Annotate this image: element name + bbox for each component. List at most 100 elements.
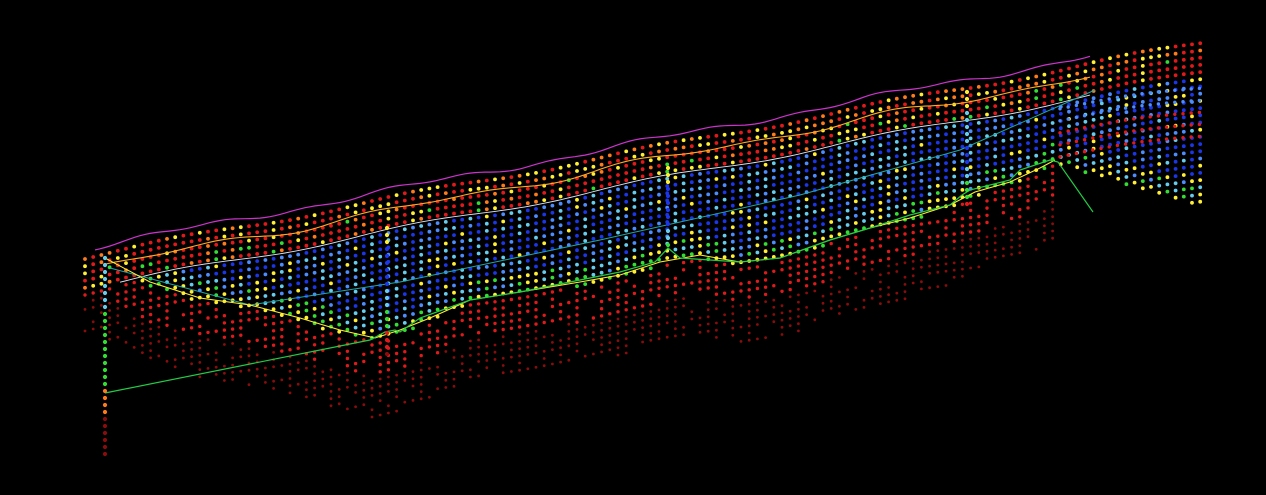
- sample-point: [476, 309, 481, 313]
- sample-point: [747, 266, 751, 270]
- sample-point: [206, 330, 210, 335]
- sample-point: [747, 237, 752, 242]
- sample-point: [993, 118, 998, 123]
- sample-point: [165, 244, 169, 249]
- sample-point: [730, 225, 735, 230]
- sample-point: [919, 128, 924, 133]
- sample-point: [976, 85, 981, 89]
- borehole-1-sample: [102, 297, 108, 303]
- sample-point: [870, 159, 875, 164]
- sample-point: [394, 258, 399, 262]
- sample-point: [345, 313, 350, 318]
- sample-point: [976, 92, 981, 96]
- sample-point: [444, 371, 448, 375]
- sample-point: [1018, 237, 1022, 240]
- sample-point: [756, 323, 759, 326]
- sample-point: [674, 334, 677, 338]
- sample-point: [271, 242, 276, 247]
- sample-point: [361, 215, 366, 220]
- sample-point: [616, 209, 620, 213]
- sample-point: [1050, 149, 1055, 154]
- sample-point: [903, 160, 907, 164]
- sample-point: [976, 164, 981, 169]
- sample-point: [698, 193, 702, 198]
- sample-point: [279, 262, 284, 267]
- sample-point: [551, 348, 554, 351]
- sample-point: [812, 173, 817, 178]
- sample-point: [460, 260, 465, 265]
- sample-point: [1017, 150, 1022, 154]
- sample-point: [1190, 64, 1194, 68]
- sample-point: [730, 203, 735, 208]
- sample-point: [296, 245, 301, 250]
- sample-point: [1018, 251, 1022, 255]
- sample-point: [525, 201, 530, 206]
- sample-point: [443, 299, 448, 303]
- sample-point: [755, 279, 760, 283]
- sample-point: [468, 187, 473, 192]
- sample-point: [649, 331, 653, 335]
- sample-point: [1017, 78, 1022, 82]
- sample-point: [550, 196, 555, 201]
- sample-point: [648, 230, 653, 235]
- sample-point: [1107, 121, 1111, 125]
- sample-point: [1075, 107, 1080, 112]
- sample-point: [1010, 238, 1013, 242]
- sample-point: [1075, 165, 1080, 170]
- sample-point: [394, 294, 399, 298]
- sample-point: [1165, 52, 1170, 57]
- sample-point: [501, 190, 506, 195]
- sample-point: [493, 285, 497, 290]
- sample-point: [607, 167, 612, 172]
- sample-point: [518, 368, 521, 372]
- sample-point: [583, 224, 588, 229]
- sample-point: [288, 290, 292, 294]
- borehole-1-sample: [102, 332, 108, 338]
- sample-point: [853, 141, 858, 146]
- sample-point: [452, 276, 456, 281]
- sample-point: [517, 274, 522, 279]
- sample-point: [181, 313, 186, 317]
- sample-point: [165, 316, 169, 320]
- sample-point: [624, 185, 629, 190]
- sample-point: [107, 251, 112, 255]
- sample-point: [927, 192, 932, 197]
- sample-point: [681, 145, 686, 150]
- sample-point: [1107, 97, 1111, 101]
- sample-point: [1132, 137, 1137, 142]
- sample-point: [132, 346, 136, 349]
- sample-point: [1099, 146, 1103, 151]
- sample-point: [1124, 67, 1129, 71]
- sample-point: [640, 253, 645, 258]
- sample-point: [362, 359, 366, 364]
- sample-point: [296, 288, 301, 293]
- sample-point: [1132, 117, 1136, 121]
- sample-point: [304, 265, 309, 270]
- sample-point: [936, 249, 940, 253]
- sample-point: [304, 330, 309, 334]
- sample-point: [985, 141, 989, 146]
- sample-point: [1017, 106, 1022, 111]
- sample-point: [353, 268, 358, 272]
- sample-point: [829, 263, 833, 267]
- sample-point: [919, 171, 924, 176]
- sample-point: [411, 326, 415, 331]
- sample-point: [1034, 146, 1039, 151]
- sample-point: [345, 320, 350, 325]
- sample-point: [353, 296, 358, 301]
- sample-point: [493, 343, 497, 347]
- sample-point: [837, 174, 842, 179]
- sample-point: [411, 304, 415, 309]
- sample-point: [402, 241, 407, 246]
- sample-point: [460, 217, 465, 222]
- sample-point: [944, 182, 948, 187]
- sample-point: [911, 108, 916, 113]
- sample-point: [182, 356, 185, 360]
- sample-point: [435, 307, 440, 312]
- sample-point: [632, 248, 637, 253]
- sample-point: [1149, 98, 1153, 103]
- sample-point: [394, 265, 399, 269]
- sample-point: [518, 347, 521, 350]
- sample-point: [370, 292, 374, 297]
- sample-point: [771, 175, 776, 180]
